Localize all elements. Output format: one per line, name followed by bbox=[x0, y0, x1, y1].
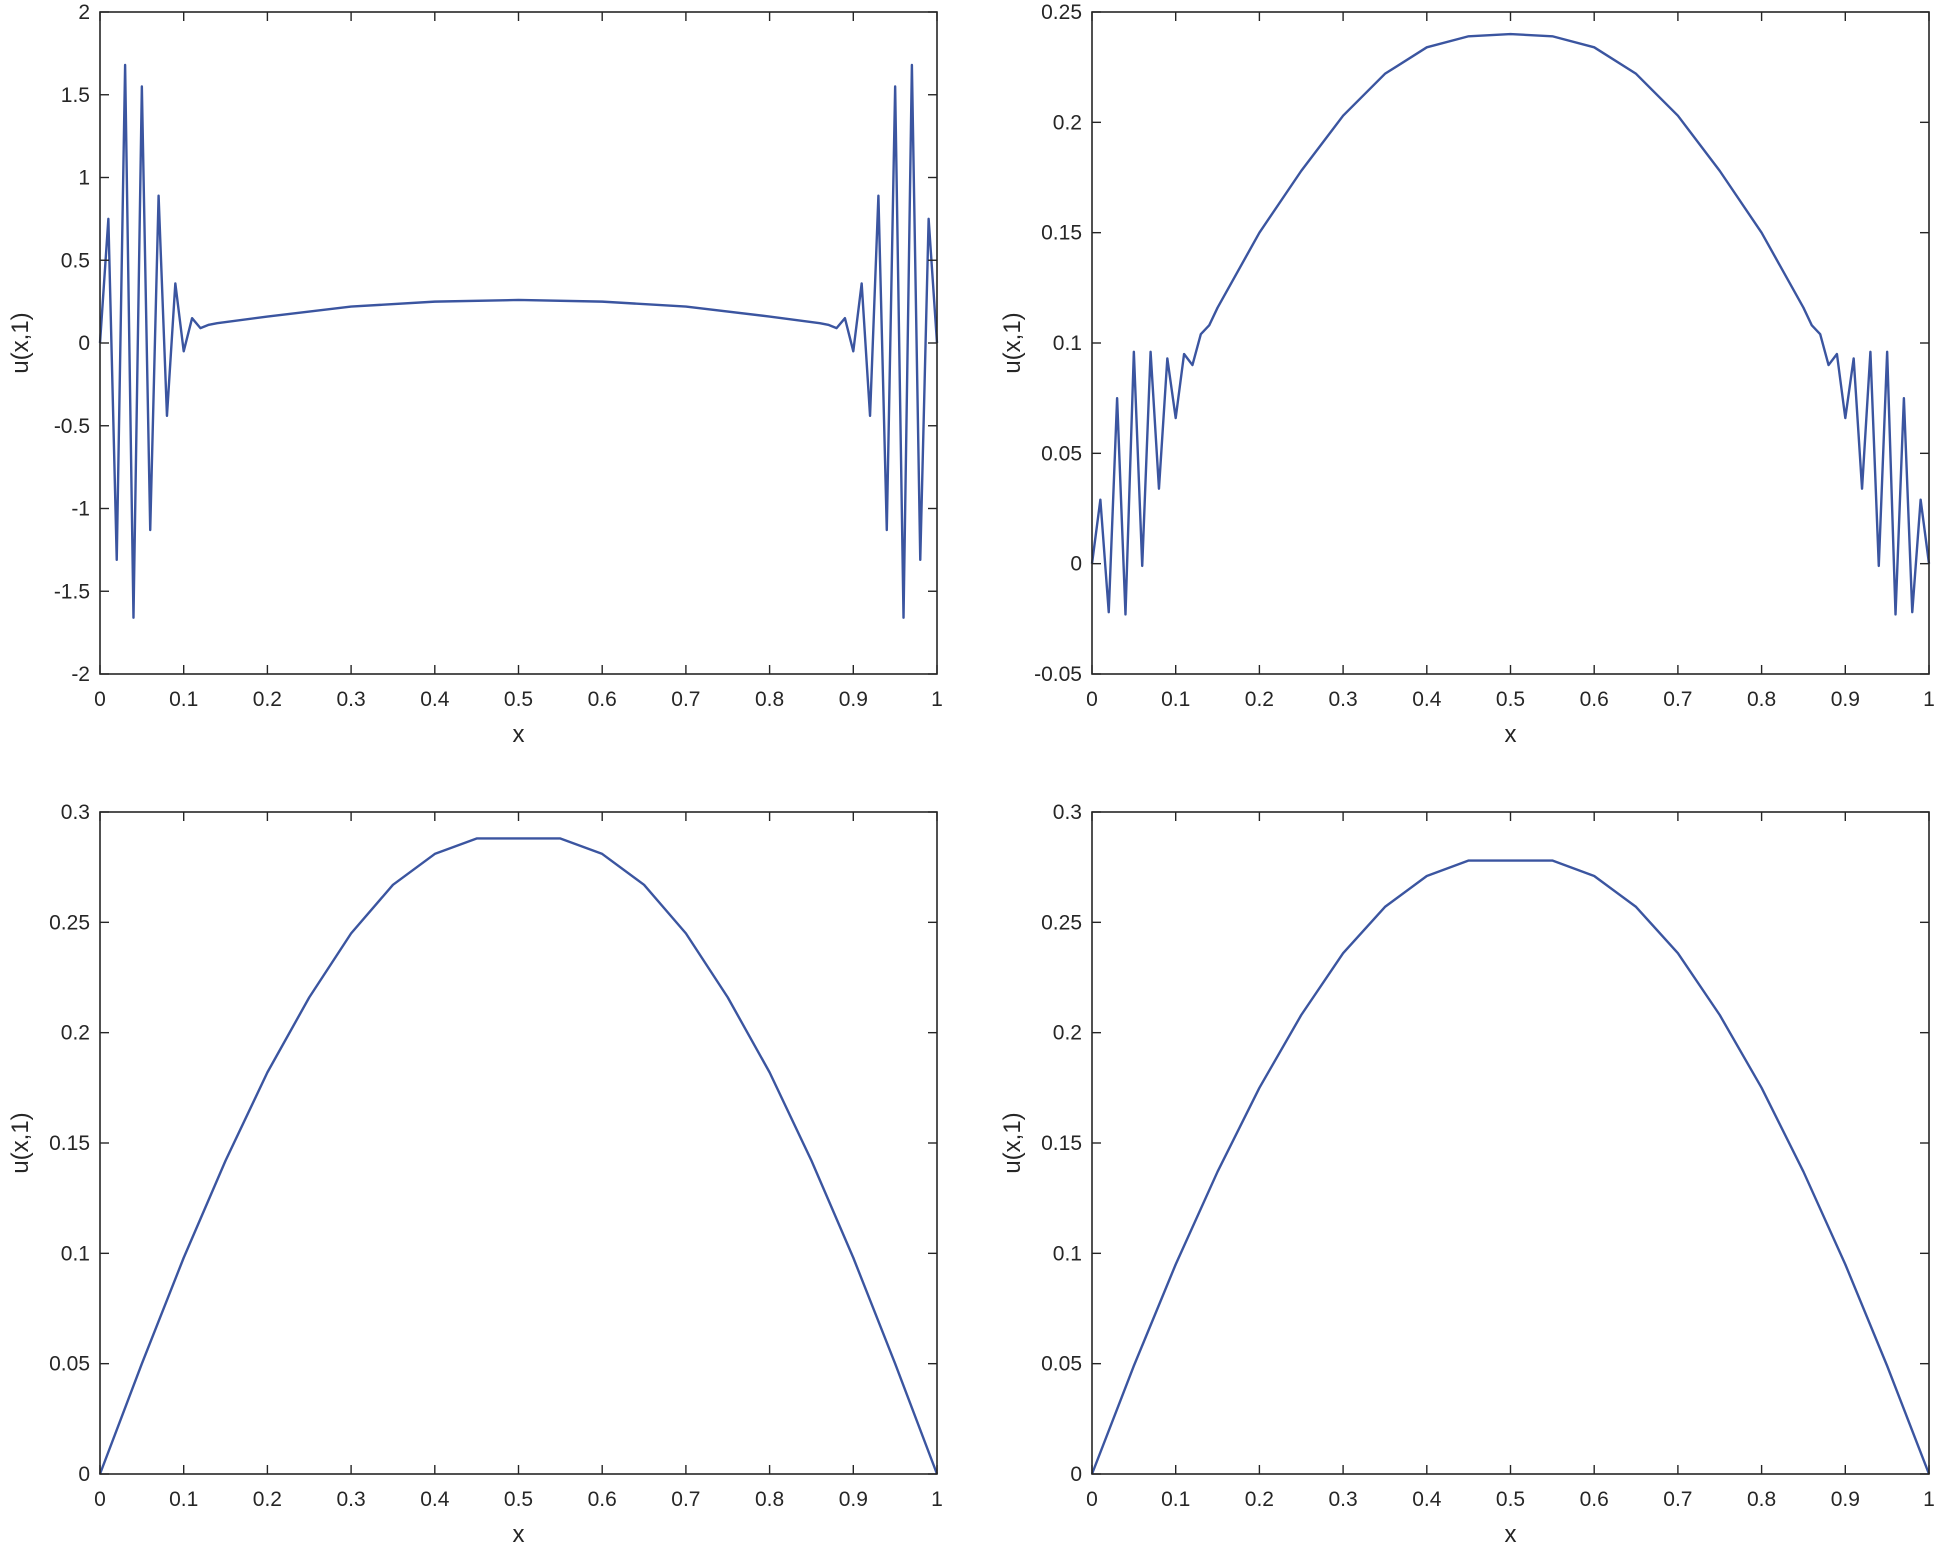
x-axis-label: x bbox=[513, 1521, 525, 1548]
x-tick-label: 0.7 bbox=[671, 1488, 700, 1511]
axes-frame bbox=[99, 811, 938, 1475]
y-tick-label: 0.05 bbox=[1041, 1353, 1082, 1376]
x-tick-label: 0.9 bbox=[839, 688, 868, 711]
y-tick-label: 0.05 bbox=[49, 1353, 90, 1376]
x-tick-label: 0.8 bbox=[1747, 688, 1776, 711]
x-tick-label: 0.5 bbox=[504, 1488, 533, 1511]
y-axis-label: u(x,1) bbox=[7, 1112, 34, 1173]
y-tick-label: 0.25 bbox=[1041, 1, 1082, 24]
x-tick-label: 0.5 bbox=[504, 688, 533, 711]
x-tick-label: 0.4 bbox=[1412, 688, 1442, 711]
y-axis-label: u(x,1) bbox=[7, 312, 34, 373]
y-tick-label: 0.25 bbox=[49, 911, 90, 934]
y-tick-label: 0.2 bbox=[1053, 1022, 1082, 1045]
x-tick-label: 0.6 bbox=[1580, 1488, 1609, 1511]
x-axis-label: x bbox=[513, 721, 525, 748]
x-tick-label: 1 bbox=[931, 688, 943, 711]
y-tick-label: 1.5 bbox=[61, 84, 90, 107]
x-tick-label: 0.4 bbox=[420, 1488, 450, 1511]
subplot-top-right: 0 0.1 0.2 0.3 0.4 0.5 0.6 0.7 0.8 0.9 1-0.0500.050… bbox=[999, 1, 1935, 748]
y-tick-label: 0.05 bbox=[1041, 442, 1082, 465]
x-tick-label: 0.4 bbox=[1412, 1488, 1442, 1511]
x-tick-label: 0.8 bbox=[1747, 1488, 1776, 1511]
y-tick-label: 0.15 bbox=[1041, 1132, 1082, 1155]
x-tick-label: 0 bbox=[1086, 1488, 1098, 1511]
x-axis-label: x bbox=[1505, 721, 1517, 748]
x-tick-label: 0.2 bbox=[253, 688, 282, 711]
x-tick-label: 0.4 bbox=[420, 688, 450, 711]
axes-frame bbox=[1091, 11, 1930, 675]
y-tick-label: 0.1 bbox=[1053, 1242, 1082, 1265]
series-line-0 bbox=[1090, 32, 1931, 616]
y-tick-label: 0.3 bbox=[1053, 801, 1082, 824]
x-tick-label: 0.7 bbox=[1663, 1488, 1692, 1511]
y-tick-label: -0.05 bbox=[1034, 663, 1082, 686]
y-tick-label: 0.1 bbox=[1053, 332, 1082, 355]
y-tick-label: 0.2 bbox=[61, 1022, 90, 1045]
x-tick-label: 0.5 bbox=[1496, 688, 1525, 711]
x-tick-label: 0.3 bbox=[1328, 688, 1357, 711]
x-tick-label: 0.3 bbox=[1328, 1488, 1357, 1511]
x-tick-label: 0.8 bbox=[755, 1488, 784, 1511]
series-line-0 bbox=[1090, 859, 1931, 1475]
y-tick-label: 1 bbox=[78, 167, 90, 190]
x-tick-label: 0.2 bbox=[1245, 688, 1274, 711]
y-tick-label: 0 bbox=[1070, 1463, 1082, 1486]
y-tick-label: 0.15 bbox=[1041, 222, 1082, 245]
x-tick-label: 0 bbox=[1086, 688, 1098, 711]
x-tick-label: 0.2 bbox=[253, 1488, 282, 1511]
x-tick-label: 0.9 bbox=[839, 1488, 868, 1511]
x-tick-label: 0.1 bbox=[169, 688, 198, 711]
y-tick-label: -0.5 bbox=[54, 415, 90, 438]
x-tick-label: 0.2 bbox=[1245, 1488, 1274, 1511]
y-tick-label: 0 bbox=[78, 1463, 90, 1486]
x-tick-label: 0.6 bbox=[588, 688, 617, 711]
subplot-bottom-left: 0 0.1 0.2 0.3 0.4 0.5 0.6 0.7 0.8 0.9 1 0 0.05 0.1 0.1… bbox=[7, 801, 943, 1548]
axes-frame bbox=[1091, 811, 1930, 1475]
x-tick-label: 0.9 bbox=[1831, 688, 1860, 711]
y-tick-label: -2 bbox=[71, 663, 90, 686]
x-tick-label: 0.3 bbox=[336, 1488, 365, 1511]
x-tick-label: 0.1 bbox=[169, 1488, 198, 1511]
x-tick-label: 0 bbox=[94, 1488, 106, 1511]
x-tick-label: 0.7 bbox=[1663, 688, 1692, 711]
x-axis-label: x bbox=[1505, 1521, 1517, 1548]
y-tick-label: 0.2 bbox=[1053, 111, 1082, 134]
x-tick-label: 1 bbox=[931, 1488, 943, 1511]
y-tick-label: 0.15 bbox=[49, 1132, 90, 1155]
y-tick-label: 0 bbox=[78, 332, 90, 355]
x-tick-label: 0.6 bbox=[1580, 688, 1609, 711]
y-tick-label: 0 bbox=[1070, 553, 1082, 576]
y-tick-label: 0.25 bbox=[1041, 911, 1082, 934]
subplot-top-left: 0 0.1 0.2 0.3 0.4 0.5 0.6 0.7 0.8 0.9 1 -2 -1.5 -1 -0.… bbox=[7, 1, 943, 748]
x-tick-label: 0.7 bbox=[671, 688, 700, 711]
series-line-0 bbox=[98, 837, 939, 1475]
x-tick-label: 0.3 bbox=[336, 688, 365, 711]
x-tick-label: 0.1 bbox=[1161, 688, 1190, 711]
x-tick-label: 1 bbox=[1923, 1488, 1935, 1511]
y-tick-label: -1.5 bbox=[54, 580, 90, 603]
x-tick-label: 0.6 bbox=[588, 1488, 617, 1511]
y-axis-label: u(x,1) bbox=[999, 312, 1026, 373]
series-line-0 bbox=[98, 63, 939, 619]
y-tick-label: 0.3 bbox=[61, 801, 90, 824]
y-tick-label: -1 bbox=[71, 498, 90, 521]
y-tick-label: 2 bbox=[78, 1, 90, 24]
x-tick-label: 0.1 bbox=[1161, 1488, 1190, 1511]
x-tick-label: 0.9 bbox=[1831, 1488, 1860, 1511]
y-tick-label: 0.1 bbox=[61, 1242, 90, 1265]
y-tick-label: 0.5 bbox=[61, 249, 90, 272]
y-axis-label: u(x,1) bbox=[999, 1112, 1026, 1173]
axes-frame bbox=[99, 11, 938, 675]
x-tick-label: 0 bbox=[94, 688, 106, 711]
x-tick-label: 1 bbox=[1923, 688, 1935, 711]
x-tick-label: 0.5 bbox=[1496, 1488, 1525, 1511]
x-tick-label: 0.8 bbox=[755, 688, 784, 711]
subplot-bottom-right: 0 0.1 0.2 0.3 0.4 0.5 0.6 0.7 0.8 0.9 1 0 0.05 0.1 0.1… bbox=[999, 801, 1935, 1548]
